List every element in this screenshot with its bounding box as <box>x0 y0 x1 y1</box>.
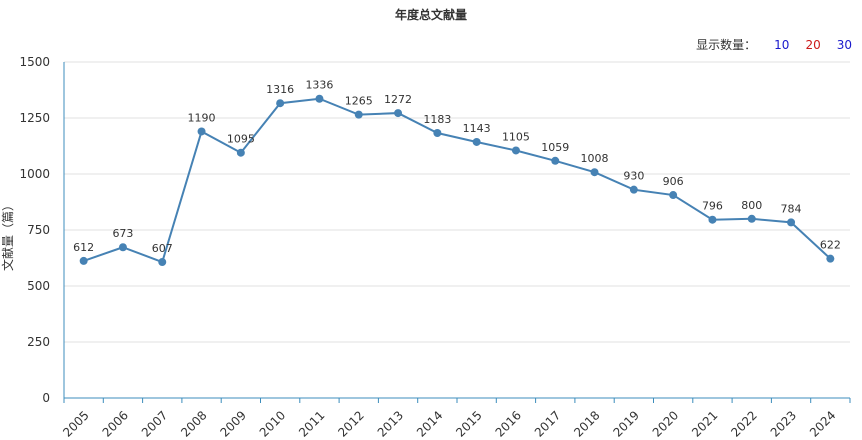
data-label: 930 <box>623 170 644 183</box>
x-tick-label: 2014 <box>414 408 445 439</box>
data-point[interactable] <box>197 127 206 136</box>
y-tick-label: 0 <box>42 391 50 405</box>
y-tick-label: 250 <box>27 335 50 349</box>
y-tick-label: 750 <box>27 223 50 237</box>
data-label: 622 <box>820 239 841 252</box>
grid-lines <box>64 61 850 343</box>
data-point[interactable] <box>590 168 599 177</box>
series-line <box>83 97 832 264</box>
data-label: 1336 <box>305 79 333 92</box>
display-count-option-30[interactable]: 30 <box>836 38 852 52</box>
data-point[interactable] <box>236 148 245 157</box>
x-tick-label: 2021 <box>689 408 720 439</box>
data-point[interactable] <box>708 215 717 224</box>
data-label: 607 <box>152 242 173 255</box>
x-tick-label: 2005 <box>60 408 91 439</box>
display-count-option-10[interactable]: 10 <box>774 38 790 52</box>
data-point[interactable] <box>118 243 127 252</box>
x-tick-labels: 2005 2006 2007 2008 2009 2010 2011 2012 2013 2014… <box>60 408 838 439</box>
data-point[interactable] <box>669 191 678 200</box>
chart-title: 年度总文献量 <box>394 8 467 22</box>
data-point[interactable] <box>394 109 403 118</box>
data-point[interactable] <box>747 214 756 223</box>
data-label: 1183 <box>423 113 451 126</box>
data-points <box>79 94 835 267</box>
x-tick-label: 2022 <box>728 408 759 439</box>
x-tick-label: 2006 <box>100 408 131 439</box>
x-tick-label: 2010 <box>257 408 288 439</box>
y-tick-labels: 0 250 500 750 1000 1250 1500 <box>19 55 50 405</box>
data-point[interactable] <box>787 218 796 227</box>
data-label: 1272 <box>384 93 412 106</box>
data-label: 906 <box>663 175 684 188</box>
data-point[interactable] <box>354 110 363 119</box>
data-label: 1008 <box>581 152 609 165</box>
data-label: 673 <box>112 227 133 240</box>
data-point[interactable] <box>433 129 442 138</box>
x-tick-label: 2018 <box>571 408 602 439</box>
data-point[interactable] <box>158 258 167 267</box>
x-tick-label: 2016 <box>493 408 524 439</box>
y-tick-label: 1000 <box>19 167 50 181</box>
x-tick-label: 2019 <box>610 408 641 439</box>
axes <box>63 62 851 403</box>
data-label: 1265 <box>345 95 373 108</box>
data-labels: 612 673 607 1190 1095 1316 1336 1265 1272 1183 114… <box>73 79 841 255</box>
data-label: 1190 <box>188 111 216 124</box>
display-count-label: 显示数量： <box>696 38 757 52</box>
data-label: 1143 <box>463 122 491 135</box>
data-point[interactable] <box>629 185 638 194</box>
data-point[interactable] <box>315 94 324 103</box>
y-tick-label: 1250 <box>19 111 50 125</box>
data-label: 1105 <box>502 130 530 143</box>
x-tick-label: 2011 <box>296 408 327 439</box>
data-point[interactable] <box>472 137 481 146</box>
series-line-path <box>83 97 832 264</box>
data-label: 1059 <box>541 141 569 154</box>
data-label: 784 <box>781 202 802 215</box>
x-tick-label: 2017 <box>532 408 563 439</box>
x-tick-label: 2013 <box>375 408 406 439</box>
x-tick-label: 2007 <box>139 408 170 439</box>
y-axis-label: 文献量（篇） <box>0 199 15 271</box>
data-point[interactable] <box>826 254 835 263</box>
data-label: 796 <box>702 200 723 213</box>
data-label: 1095 <box>227 133 255 146</box>
data-label: 800 <box>741 199 762 212</box>
y-tick-label: 500 <box>27 279 50 293</box>
data-point[interactable] <box>551 156 560 165</box>
display-count-selector: 显示数量： 10 20 30 <box>696 36 852 53</box>
x-tick-label: 2012 <box>335 408 366 439</box>
display-count-option-20[interactable]: 20 <box>805 38 821 52</box>
x-tick-label: 2008 <box>178 408 209 439</box>
data-point[interactable] <box>511 146 520 155</box>
data-point[interactable] <box>276 99 285 108</box>
data-point[interactable] <box>79 256 88 265</box>
data-label: 612 <box>73 241 94 254</box>
y-tick-label: 1500 <box>19 55 50 69</box>
data-label: 1316 <box>266 83 294 96</box>
x-tick-label: 2015 <box>453 408 484 439</box>
x-tick-label: 2024 <box>807 408 838 439</box>
x-tick-label: 2020 <box>650 408 681 439</box>
x-tick-label: 2009 <box>217 408 248 439</box>
x-tick-label: 2023 <box>768 408 799 439</box>
